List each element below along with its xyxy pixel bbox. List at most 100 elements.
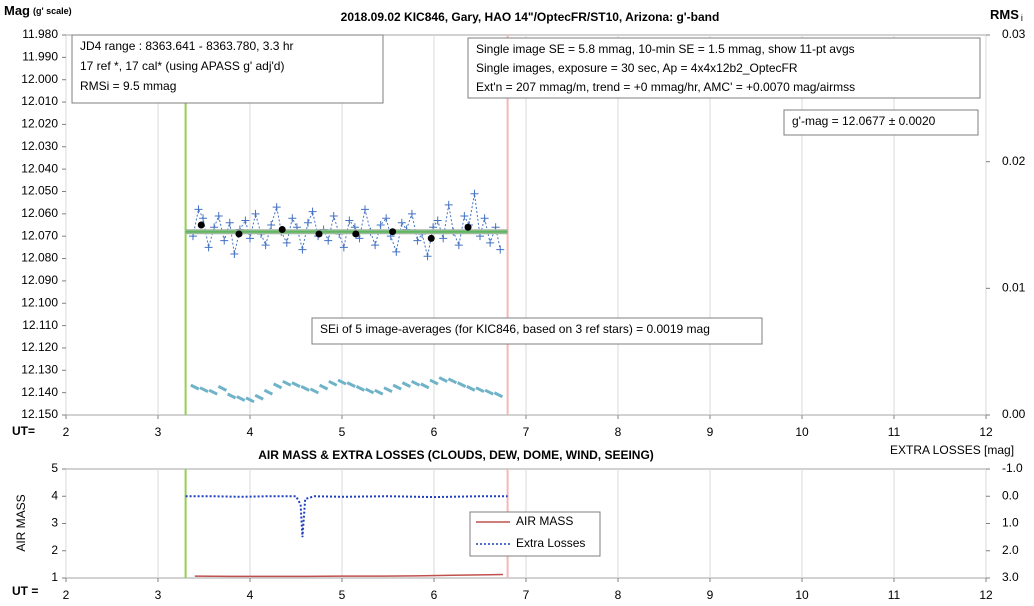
data-point: [288, 214, 297, 223]
x-tick-label: 7: [523, 425, 530, 439]
rms-point: [484, 388, 494, 396]
data-point: [454, 241, 463, 250]
legend-label: Extra Losses: [516, 536, 585, 550]
y-axis-label-main: Mag: [4, 3, 30, 18]
data-point: [355, 234, 364, 243]
x-tick-label: 8: [615, 425, 622, 439]
rms-point: [401, 381, 412, 388]
rms-point: [254, 393, 264, 401]
data-point: [371, 241, 380, 250]
rms-point: [328, 379, 338, 387]
data-point: [225, 218, 234, 227]
y-tick-label: 12.150: [21, 407, 58, 421]
y2-tick-label: 3.0: [1002, 570, 1019, 584]
annotation-text: g'-mag = 12.0677 ± 0.0020: [792, 114, 936, 128]
y2-tick-label: 0.00: [1002, 407, 1026, 421]
data-point: [496, 245, 505, 254]
data-point: [194, 205, 203, 214]
y2-axis-label-note: i: [1021, 13, 1023, 23]
y-axis-label: AIR MASS: [14, 494, 28, 551]
y2-axis-label: EXTRA LOSSES [mag]: [890, 443, 1014, 457]
data-point: [382, 214, 391, 223]
y-tick-label: 4: [51, 488, 58, 502]
rms-point: [410, 379, 421, 387]
x-tick-label: 12: [979, 425, 993, 439]
rms-point: [217, 385, 228, 392]
data-point: [199, 214, 208, 223]
rms-point: [429, 378, 439, 386]
x-tick-label: 7: [523, 588, 530, 602]
chart-title: 2018.09.02 KIC846, Gary, HAO 14"/OptecFR…: [341, 10, 720, 24]
rms-point: [420, 382, 430, 390]
y-tick-label: 11.980: [22, 27, 58, 41]
data-point: [407, 209, 416, 218]
data-point: [308, 207, 317, 216]
x-tick-label: 8: [615, 588, 622, 602]
annotation-text: Single image SE = 5.8 mmag, 10-min SE = …: [476, 42, 855, 56]
x-tick-label: 2: [63, 425, 70, 439]
y-tick-label: 12.070: [21, 228, 58, 242]
data-point: [376, 221, 385, 229]
y2-axis-label-main: RMS: [990, 7, 1019, 22]
y2-tick-label: 0.02: [1002, 154, 1026, 168]
series-line: [194, 573, 504, 578]
average-point: [235, 230, 243, 238]
rms-point: [374, 388, 384, 396]
y2-tick-label: 0.0: [1002, 488, 1019, 502]
annotation-box: [467, 37, 981, 99]
average-point: [315, 230, 323, 238]
average-point: [427, 234, 435, 242]
x-tick-label: 3: [155, 588, 162, 602]
y-tick-label: 12.130: [21, 362, 58, 376]
x-tick-label: 6: [431, 425, 438, 439]
annotation-text: RMSi = 9.5 mmag: [80, 79, 176, 93]
annotation-text: SEi of 5 image-averages (for KIC846, bas…: [320, 322, 710, 336]
data-point: [339, 243, 348, 252]
average-point: [389, 228, 397, 236]
data-point: [303, 218, 312, 227]
y-axis-label-note: (g' scale): [33, 6, 72, 16]
data-point: [423, 252, 432, 261]
annotation-text: Ext'n = 207 mmag/m, trend = +0 mmag/hr, …: [476, 80, 855, 94]
y-tick-label: 12.020: [21, 117, 58, 131]
y2-tick-label: 2.0: [1002, 543, 1019, 557]
y-tick-label: 12.120: [21, 340, 58, 354]
rms-point: [190, 383, 200, 391]
x-tick-label: 11: [888, 425, 901, 439]
x-tick-label: 5: [339, 425, 346, 439]
rms-point: [226, 392, 237, 400]
rms-point: [208, 388, 218, 396]
data-point: [298, 245, 307, 254]
rms-point: [493, 391, 504, 399]
rms-point: [447, 377, 458, 385]
data-point: [282, 238, 291, 247]
data-point: [486, 238, 495, 247]
x-tick-label: 6: [431, 588, 438, 602]
y-tick-label: 12.080: [21, 251, 58, 265]
x-tick-label: 4: [247, 588, 254, 602]
data-point: [329, 212, 338, 221]
y2-tick-label: 0.03: [1002, 27, 1026, 41]
data-point: [261, 241, 270, 250]
data-point: [324, 236, 333, 245]
data-point: [251, 209, 260, 218]
data-point: [361, 205, 369, 214]
rms-point: [355, 385, 366, 392]
rms-point: [245, 396, 255, 404]
data-point: [470, 189, 479, 198]
data-point: [267, 221, 276, 229]
average-point: [197, 221, 205, 229]
y2-tick-label: -1.0: [1002, 461, 1023, 475]
x-tick-label: 9: [707, 425, 714, 439]
data-point: [397, 218, 406, 227]
y-tick-label: 12.040: [21, 161, 58, 175]
data-point: [480, 214, 489, 223]
chart-title: AIR MASS & EXTRA LOSSES (CLOUDS, DEW, DO…: [258, 448, 654, 462]
rms-point: [337, 378, 347, 386]
data-point: [272, 203, 281, 212]
rms-point: [364, 387, 375, 395]
data-point: [246, 234, 254, 243]
y-tick-label: 3: [51, 516, 58, 530]
data-point: [214, 212, 223, 221]
annotation-box: [71, 34, 384, 104]
